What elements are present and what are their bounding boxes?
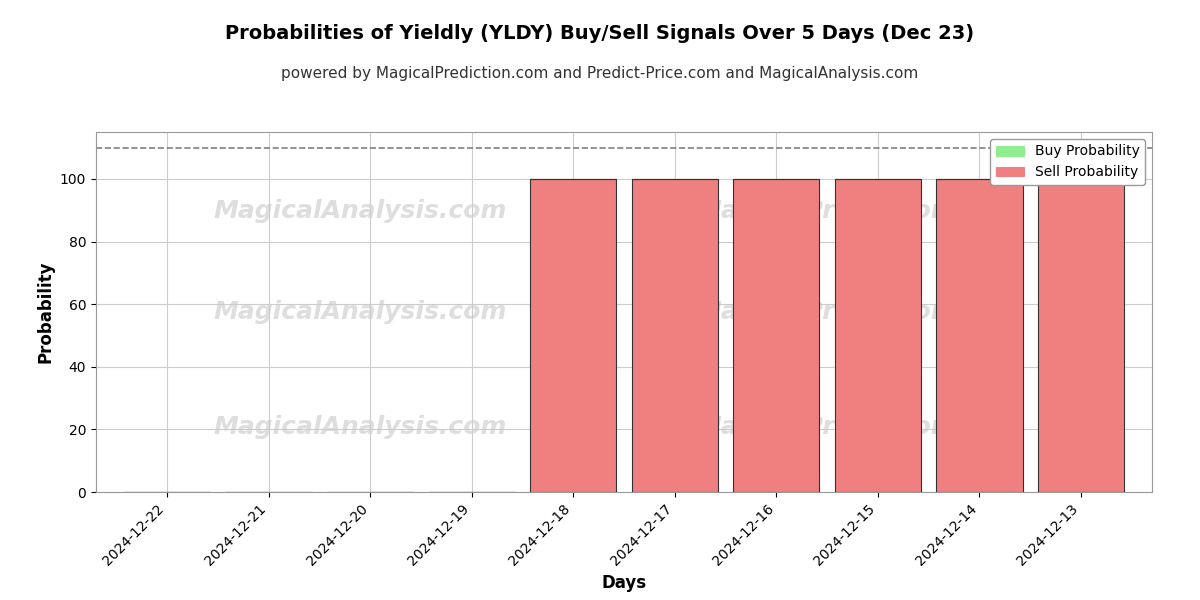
Legend: Buy Probability, Sell Probability: Buy Probability, Sell Probability xyxy=(990,139,1145,185)
Bar xyxy=(835,179,922,492)
Bar xyxy=(530,179,617,492)
Text: MagicalAnalysis.com: MagicalAnalysis.com xyxy=(214,199,506,223)
Text: MagicalAnalysis.com: MagicalAnalysis.com xyxy=(214,300,506,324)
Text: MagicalPrediction.com: MagicalPrediction.com xyxy=(696,300,1016,324)
Bar xyxy=(1038,179,1124,492)
Text: powered by MagicalPrediction.com and Predict-Price.com and MagicalAnalysis.com: powered by MagicalPrediction.com and Pre… xyxy=(281,66,919,81)
X-axis label: Days: Days xyxy=(601,574,647,592)
Text: MagicalPrediction.com: MagicalPrediction.com xyxy=(696,199,1016,223)
Bar xyxy=(936,179,1022,492)
Y-axis label: Probability: Probability xyxy=(36,261,54,363)
Text: MagicalPrediction.com: MagicalPrediction.com xyxy=(696,415,1016,439)
Text: MagicalAnalysis.com: MagicalAnalysis.com xyxy=(214,415,506,439)
Text: Probabilities of Yieldly (YLDY) Buy/Sell Signals Over 5 Days (Dec 23): Probabilities of Yieldly (YLDY) Buy/Sell… xyxy=(226,24,974,43)
Bar xyxy=(631,179,718,492)
Bar xyxy=(733,179,820,492)
